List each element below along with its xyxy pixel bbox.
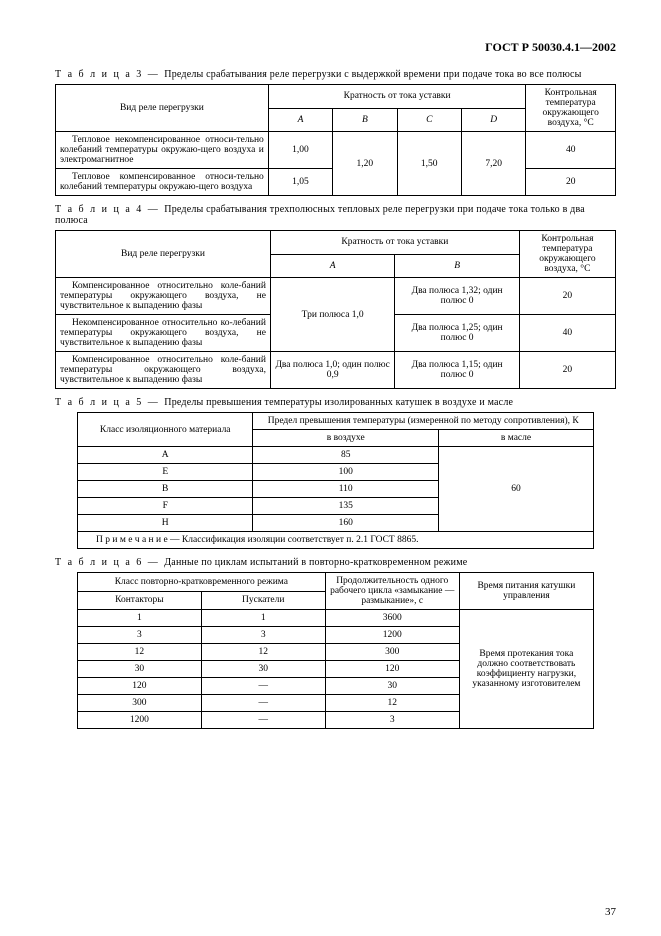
t5-h-air: в воздухе [253, 430, 439, 447]
t4-r2-label: Некомпенсированное относительно ко-лебан… [56, 315, 271, 352]
t5-r1-c: E [78, 464, 253, 481]
t4-r3-label: Компенсированное относительно коле-баний… [56, 352, 271, 389]
t4-shared-a: Три полюса 1,0 [270, 278, 394, 352]
t3-r1-a: 1,00 [268, 132, 332, 169]
t3-h-type: Вид реле перегрузки [56, 85, 269, 132]
t3-r1-temp: 40 [526, 132, 616, 169]
t5-r4-c: H [78, 515, 253, 532]
table5: Класс изоляционного материала Предел пре… [77, 412, 594, 532]
table4-caption: Т а б л и ц а 4 — Пределы срабатывания т… [55, 204, 616, 226]
t3-r2-a: 1,05 [268, 169, 332, 196]
t6-r5-p: — [201, 695, 325, 712]
table5-caption: Т а б л и ц а 5 — Пределы превышения тем… [55, 397, 616, 408]
t5-h-oil: в масле [438, 430, 593, 447]
t4-r3-b: Два полюса 1,15; один полюс 0 [395, 352, 519, 389]
t4-r1-temp: 20 [519, 278, 615, 315]
t4-h-type: Вид реле перегрузки [56, 231, 271, 278]
t6-r4-k: 120 [78, 678, 202, 695]
t6-r3-p: 30 [201, 661, 325, 678]
t5-r2-c: B [78, 481, 253, 498]
t5-r4-air: 160 [253, 515, 439, 532]
t3-h-temp: Контрольная температура окружающего возд… [526, 85, 616, 132]
t3-b: 1,20 [333, 132, 397, 196]
t6-r4-d: 30 [325, 678, 459, 695]
t3-c: 1,50 [397, 132, 461, 196]
table3: Вид реле перегрузки Кратность от тока ус… [55, 84, 616, 196]
t4-r3-a: Два полюса 1,0; один полюс 0,9 [270, 352, 394, 389]
doc-header: ГОСТ Р 50030.4.1—2002 [55, 40, 616, 55]
t6-r4-p: — [201, 678, 325, 695]
t6-h-start: Пускатели [201, 591, 325, 610]
t4-col-b: B [395, 254, 519, 278]
table6-caption: Т а б л и ц а 6 — Данные по циклам испыт… [55, 557, 616, 568]
t6-r1-p: 3 [201, 627, 325, 644]
t3-d: 7,20 [461, 132, 525, 196]
t6-r1-k: 3 [78, 627, 202, 644]
t6-r2-k: 12 [78, 644, 202, 661]
t6-r3-d: 120 [325, 661, 459, 678]
t3-col-d: D [461, 108, 525, 132]
t6-r5-d: 12 [325, 695, 459, 712]
t3-h-mult: Кратность от тока уставки [268, 85, 526, 109]
t6-r0-d: 3600 [325, 610, 459, 627]
t4-r1-b: Два полюса 1,32; один полюс 0 [395, 278, 519, 315]
t6-r5-k: 300 [78, 695, 202, 712]
t5-r3-air: 135 [253, 498, 439, 515]
t4-col-a: A [270, 254, 394, 278]
t5-r2-air: 110 [253, 481, 439, 498]
t3-col-b: B [333, 108, 397, 132]
t3-col-c: C [397, 108, 461, 132]
t6-r2-p: 12 [201, 644, 325, 661]
t6-r6-p: — [201, 712, 325, 729]
t5-note: П р и м е ч а н и е — Классификация изол… [77, 532, 594, 549]
t6-r0-k: 1 [78, 610, 202, 627]
t6-r6-k: 1200 [78, 712, 202, 729]
t5-h-class: Класс изоляционного материала [78, 413, 253, 447]
t6-r1-d: 1200 [325, 627, 459, 644]
t6-h-dur: Продолжительность одного рабочего цикла … [325, 573, 459, 610]
t6-h-class: Класс повторно-кратковременного режима [78, 573, 326, 592]
t5-r0-c: A [78, 447, 253, 464]
t6-r2-d: 300 [325, 644, 459, 661]
t4-r2-temp: 40 [519, 315, 615, 352]
table4: Вид реле перегрузки Кратность от тока ус… [55, 230, 616, 389]
table6: Класс повторно-кратковременного режима П… [77, 572, 594, 729]
t6-h-time: Время питания катушки управления [459, 573, 593, 610]
t4-h-temp: Контрольная температура окружающего возд… [519, 231, 615, 278]
t5-oil: 60 [438, 447, 593, 532]
t3-col-a: A [268, 108, 332, 132]
t6-r0-p: 1 [201, 610, 325, 627]
t6-merged: Время протекания тока должно соответство… [459, 610, 593, 729]
t6-r6-d: 3 [325, 712, 459, 729]
table3-caption: Т а б л и ц а 3 — Пределы срабатывания р… [55, 69, 616, 80]
t4-r1-label: Компенсированное относительно коле-баний… [56, 278, 271, 315]
page-number: 37 [605, 906, 616, 918]
t5-r1-air: 100 [253, 464, 439, 481]
t4-r2-b: Два полюса 1,25; один полюс 0 [395, 315, 519, 352]
t3-r2-label: Тепловое компенсированное относи-тельно … [56, 169, 269, 196]
t5-r3-c: F [78, 498, 253, 515]
t6-h-contact: Контакторы [78, 591, 202, 610]
t5-r0-air: 85 [253, 447, 439, 464]
t4-r3-temp: 20 [519, 352, 615, 389]
t3-r1-label: Тепловое некомпенсированное относи-тельн… [56, 132, 269, 169]
t6-r3-k: 30 [78, 661, 202, 678]
t5-h-limit: Предел превышения температуры (измеренно… [253, 413, 594, 430]
t4-h-mult: Кратность от тока уставки [270, 231, 519, 255]
t3-r2-temp: 20 [526, 169, 616, 196]
